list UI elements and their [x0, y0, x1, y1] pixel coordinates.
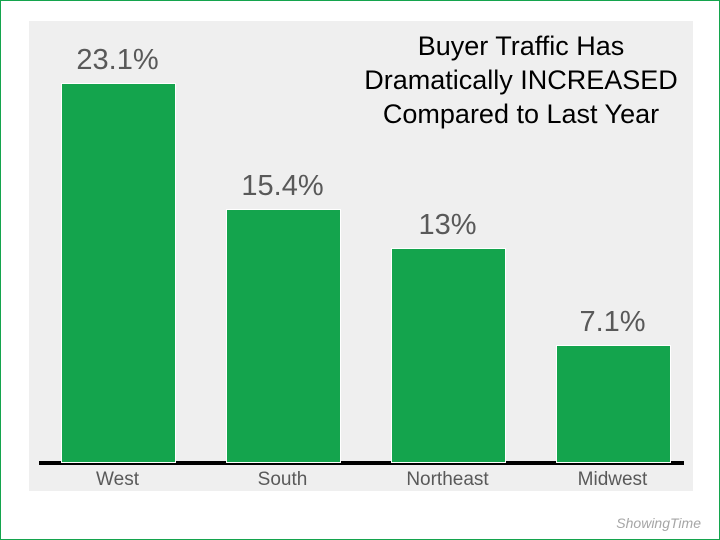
chart-title: Buyer Traffic HasDramatically INCREASEDC…: [356, 29, 686, 131]
category-label: Midwest: [536, 469, 689, 493]
bar-west: [61, 83, 176, 463]
bar-value-label: 23.1%: [41, 44, 194, 77]
bar-south: [226, 209, 341, 463]
bar-value-label: 15.4%: [206, 170, 359, 203]
bar-northeast: [391, 248, 506, 463]
category-label: Northeast: [371, 469, 524, 493]
bar-value-label: 7.1%: [536, 306, 689, 339]
bar-value-label: 13%: [371, 209, 524, 242]
source-caption: ShowingTime: [616, 515, 701, 531]
bar-midwest: [556, 345, 671, 463]
category-label: South: [206, 469, 359, 493]
category-label: West: [41, 469, 194, 493]
chart-frame: Buyer Traffic HasDramatically INCREASEDC…: [0, 0, 720, 540]
